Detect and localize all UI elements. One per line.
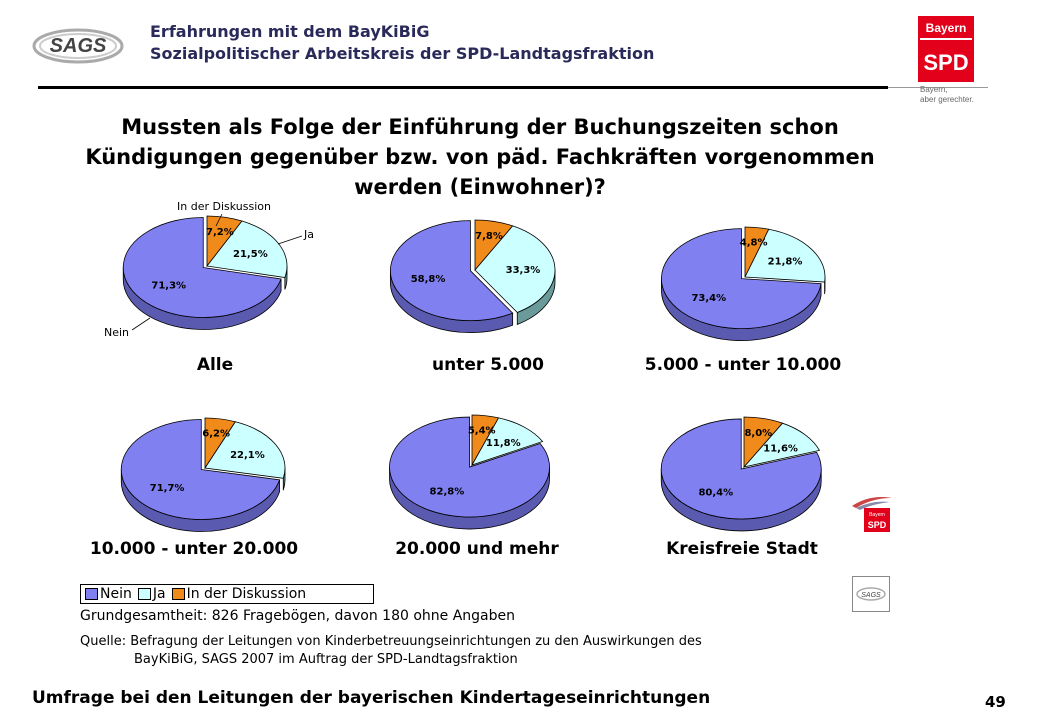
source-note-1: Quelle: Befragung der Leitungen von Kind…: [80, 634, 702, 649]
pie-label-ja: 33,3%: [506, 265, 541, 276]
pie-title: 20.000 und mehr: [395, 539, 559, 559]
pie-chart-4: 5,4%11,8% 82,8% 20.000 und mehr: [389, 414, 559, 559]
pie-slice-ja: [204, 421, 286, 479]
legend-label-ja: Ja: [152, 586, 166, 602]
callout-nein: Nein: [104, 326, 129, 339]
pie-label-diskussion: 7,8%: [475, 231, 503, 242]
spd-logo-bayern: Bayern: [926, 21, 967, 35]
pie-label-diskussion: 8,0%: [744, 428, 772, 439]
pie-slice-ja: [206, 220, 288, 278]
pie-label-nein: 82,8%: [430, 487, 465, 498]
pie-label-diskussion: 4,8%: [740, 237, 768, 248]
pie-label-ja: 11,6%: [763, 444, 798, 455]
pie-chart-2: 4,8%21,8% 73,4% 5.000 - unter 10.000: [645, 226, 842, 375]
grundgesamtheit-note: Grundgesamtheit: 826 Fragebögen, davon 1…: [80, 608, 516, 624]
pie-title: 5.000 - unter 10.000: [645, 355, 842, 375]
pie-slice-nein: [122, 217, 282, 318]
legend-item-diskussion: In der Diskussion: [171, 586, 307, 602]
pie-label-ja: 21,5%: [233, 249, 268, 260]
title-line-1: Mussten als Folge der Einführung der Buc…: [121, 115, 839, 139]
pie-slice-ja: [742, 422, 821, 468]
spd-logo: Bayern SPD Bayern, aber gerechter.: [916, 16, 978, 104]
header-rule-fade: [888, 87, 988, 88]
pie-slice-nein: [661, 228, 822, 330]
pie-label-nein: 71,3%: [151, 281, 186, 292]
small-sags-text: SAGS: [861, 592, 881, 599]
pie-slice-nein: [389, 220, 514, 322]
pie-label-diskussion: 6,2%: [202, 429, 230, 440]
spd-logo-name: SPD: [923, 50, 968, 75]
footer-text: Umfrage bei den Leitungen der bayerische…: [32, 688, 711, 708]
source-note-2: BayKiBiG, SAGS 2007 im Auftrag der SPD-L…: [134, 652, 518, 667]
pie-label-nein: 73,4%: [691, 293, 726, 304]
pie-slice-nein: [389, 416, 550, 518]
legend-label-nein: Nein: [100, 586, 132, 602]
pie-label-ja: 22,1%: [230, 450, 265, 461]
small-spd-bayern: Bayern: [869, 512, 885, 518]
title-line-3: werden (Einwohner)?: [354, 175, 606, 199]
pie-label-diskussion: 5,4%: [468, 426, 496, 437]
pie-slice-nein: [660, 418, 822, 520]
pie-chart-1: 7,8% 33,3% 58,8% unter 5.000: [389, 219, 556, 375]
pie-chart-3: 6,2%22,1% 71,7% 10.000 - unter 20.000: [90, 417, 298, 559]
pie-label-ja: 21,8%: [768, 256, 803, 267]
header-rule: [38, 86, 888, 89]
pie-label-nein: 80,4%: [698, 487, 733, 498]
small-sags-logo: SAGS: [852, 576, 890, 612]
pie-title: 10.000 - unter 20.000: [90, 539, 298, 559]
pie-slice-nein: [120, 419, 281, 520]
legend-swatch-ja: [137, 588, 151, 600]
legend-item-ja: Ja: [137, 586, 166, 602]
pie-label-ja: 11,8%: [486, 438, 521, 449]
title-line-2: Kündigungen gegenüber bzw. von päd. Fach…: [85, 145, 875, 169]
legend-label-diskussion: In der Diskussion: [186, 586, 307, 602]
callout-line-ja: [277, 235, 303, 245]
pie-chart-0: 7,2% 21,5% 71,3% Alle In der Diskussion Ja Nei…: [104, 200, 314, 375]
small-spd-logo: Bayern SPD: [850, 494, 894, 534]
callout-diskussion: In der Diskussion: [177, 200, 271, 213]
legend-swatch-nein: [85, 588, 98, 600]
small-spd-name: SPD: [868, 520, 887, 530]
callout-line-nein: [131, 317, 151, 331]
pie-label-nein: 58,8%: [411, 274, 446, 285]
header-line-2: Sozialpolitischer Arbeitskreis der SPD-L…: [150, 44, 655, 63]
pie-label-nein: 71,7%: [150, 483, 185, 494]
spd-slogan-2: aber gerechter.: [920, 95, 974, 104]
pie-title: Kreisfreie Stadt: [666, 539, 818, 559]
pie-label-diskussion: 7,2%: [206, 227, 234, 238]
callout-line-diskussion: [215, 213, 223, 227]
pie-title: unter 5.000: [432, 355, 544, 375]
sags-logo: SAGS: [30, 18, 130, 74]
page-number: 49: [985, 693, 1006, 711]
pie-chart-5: 8,0% 11,6% 80,4% Kreisfreie Stadt: [660, 416, 822, 559]
pie-slice-ja: [744, 228, 826, 283]
legend-item-nein: Nein: [85, 586, 132, 602]
pie-slice-ja: [471, 417, 544, 466]
legend-swatch-diskussion: [171, 588, 185, 600]
header-line-1: Erfahrungen mit dem BayKiBiG: [150, 22, 430, 41]
sags-logo-text: SAGS: [50, 35, 107, 57]
chart-title: Mussten als Folge der Einführung der Buc…: [40, 112, 920, 202]
pie-slice-ja: [474, 225, 556, 313]
legend: Nein Ja In der Diskussion: [80, 584, 374, 604]
pie-title: Alle: [197, 355, 233, 375]
callout-ja: Ja: [303, 228, 314, 241]
spd-slogan-1: Bayern,: [920, 85, 948, 94]
